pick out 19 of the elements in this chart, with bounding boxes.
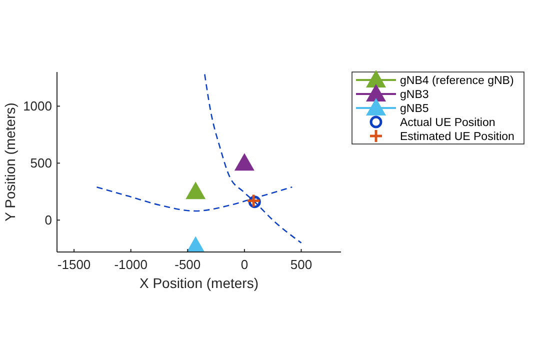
legend-label: gNB5 (400, 103, 429, 115)
legend-label: gNB4 (reference gNB) (400, 75, 514, 87)
x-tick-label: -1500 (57, 257, 91, 272)
x-tick-label: -500 (174, 257, 201, 272)
y-tick-label: 0 (44, 212, 52, 228)
y-tick-label: 1000 (23, 98, 52, 114)
point (186, 182, 206, 200)
point (234, 153, 254, 171)
x-tick-label: 500 (290, 257, 312, 272)
legend-label: gNB3 (400, 89, 429, 101)
y-tick-label: 500 (30, 156, 52, 171)
x-tick-label: 0 (240, 257, 248, 272)
line-series (96, 186, 293, 212)
x-tick-label: -1000 (114, 257, 148, 272)
legend-label: Estimated UE Position (400, 131, 514, 143)
x-axis-title: X Position (meters) (139, 275, 259, 291)
line-series (204, 74, 302, 244)
y-axis-title: Y Position (meters) (2, 102, 18, 222)
legend-label: Actual UE Position (400, 117, 496, 129)
